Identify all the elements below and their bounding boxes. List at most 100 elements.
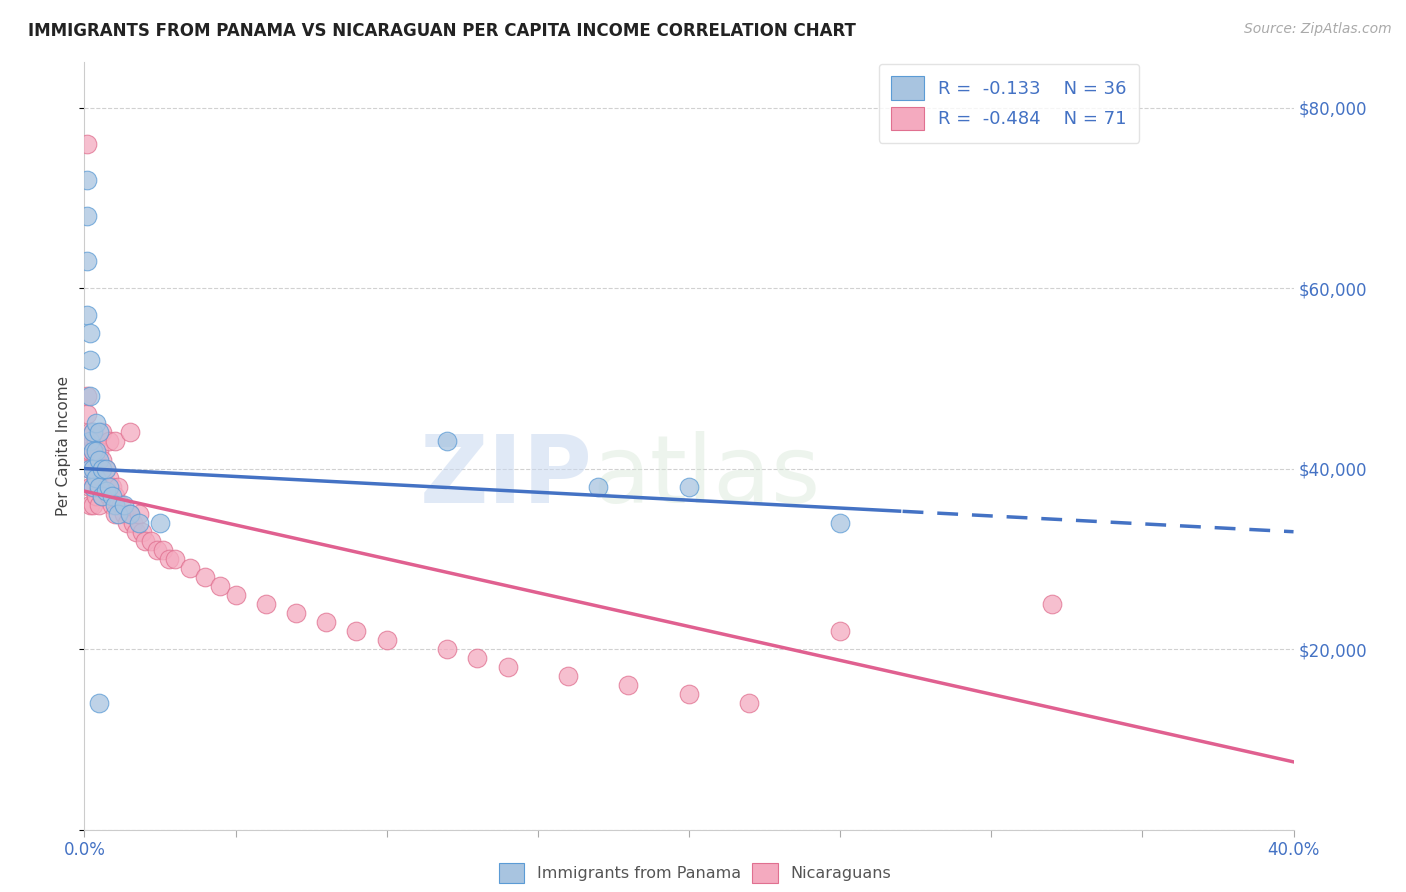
Point (82, 425, 104, 440)
Point (76, 389, 98, 403)
Point (79, 461, 101, 475)
Point (588, 480, 610, 494)
Point (830, 624, 852, 638)
Point (110, 498, 132, 512)
Point (79, 498, 101, 512)
Text: ZIP: ZIP (419, 431, 592, 523)
Point (107, 507, 129, 521)
Point (97, 480, 120, 494)
Point (76, 209, 98, 223)
Legend: R =  -0.133    N = 36, R =  -0.484    N = 71: R = -0.133 N = 36, R = -0.484 N = 71 (879, 64, 1139, 143)
Point (76, 308, 98, 322)
Point (82, 498, 104, 512)
Point (94, 461, 117, 475)
Point (436, 642, 458, 657)
Point (82, 480, 104, 494)
Point (89, 498, 111, 512)
Point (76, 136, 98, 151)
Point (79, 443, 101, 458)
Point (100, 498, 122, 512)
Point (139, 533, 162, 548)
Point (97, 489, 120, 503)
Point (94, 484, 117, 499)
Point (89, 425, 111, 440)
Point (91, 461, 114, 475)
Point (89, 480, 111, 494)
Point (91, 489, 114, 503)
Point (76, 443, 98, 458)
Point (104, 434, 127, 449)
Point (125, 524, 148, 539)
Point (121, 516, 143, 530)
Point (91, 452, 114, 467)
Point (76, 254, 98, 268)
Point (128, 507, 150, 521)
Point (89, 452, 111, 467)
Point (97, 434, 120, 449)
Point (79, 326, 101, 341)
Point (79, 461, 101, 475)
Point (89, 461, 111, 475)
Point (100, 489, 122, 503)
Point (112, 498, 135, 512)
Point (79, 434, 101, 449)
Point (79, 389, 101, 403)
Point (678, 480, 700, 494)
Point (97, 470, 120, 484)
Point (436, 434, 458, 449)
Point (82, 434, 104, 449)
Point (557, 669, 579, 683)
Point (149, 516, 172, 530)
Point (285, 606, 308, 620)
Point (678, 687, 700, 701)
Text: Immigrants from Panama: Immigrants from Panama (537, 866, 741, 880)
Point (157, 551, 180, 566)
Point (118, 425, 141, 440)
Point (179, 561, 201, 575)
Point (86, 443, 108, 458)
Point (82, 443, 104, 458)
Point (94, 461, 117, 475)
Point (82, 461, 104, 475)
Point (79, 480, 101, 494)
Point (89, 443, 111, 458)
Point (86, 470, 108, 484)
Point (346, 624, 368, 638)
Point (467, 651, 489, 665)
Text: atlas: atlas (592, 431, 821, 523)
Point (86, 417, 108, 431)
Point (165, 551, 187, 566)
Point (82, 461, 104, 475)
Point (496, 660, 519, 674)
Point (100, 480, 122, 494)
Point (107, 480, 129, 494)
Point (104, 489, 127, 503)
Point (91, 425, 114, 440)
Point (86, 489, 108, 503)
Point (86, 470, 108, 484)
Point (104, 507, 127, 521)
Point (254, 597, 277, 611)
Point (82, 425, 104, 440)
Point (79, 425, 101, 440)
Point (82, 480, 104, 494)
Point (617, 678, 640, 692)
Point (209, 579, 232, 593)
Point (94, 480, 117, 494)
Y-axis label: Per Capita Income: Per Capita Income (56, 376, 72, 516)
Point (315, 615, 337, 629)
Point (91, 489, 114, 503)
Point (830, 516, 852, 530)
Point (1040, 597, 1063, 611)
Point (89, 696, 111, 710)
Point (115, 516, 138, 530)
Text: Source: ZipAtlas.com: Source: ZipAtlas.com (1244, 22, 1392, 37)
Text: Nicaraguans: Nicaraguans (790, 866, 891, 880)
Point (134, 533, 156, 548)
Point (91, 470, 114, 484)
Point (104, 498, 127, 512)
Point (131, 524, 153, 539)
Point (82, 443, 104, 458)
Point (112, 507, 135, 521)
Point (128, 516, 150, 530)
